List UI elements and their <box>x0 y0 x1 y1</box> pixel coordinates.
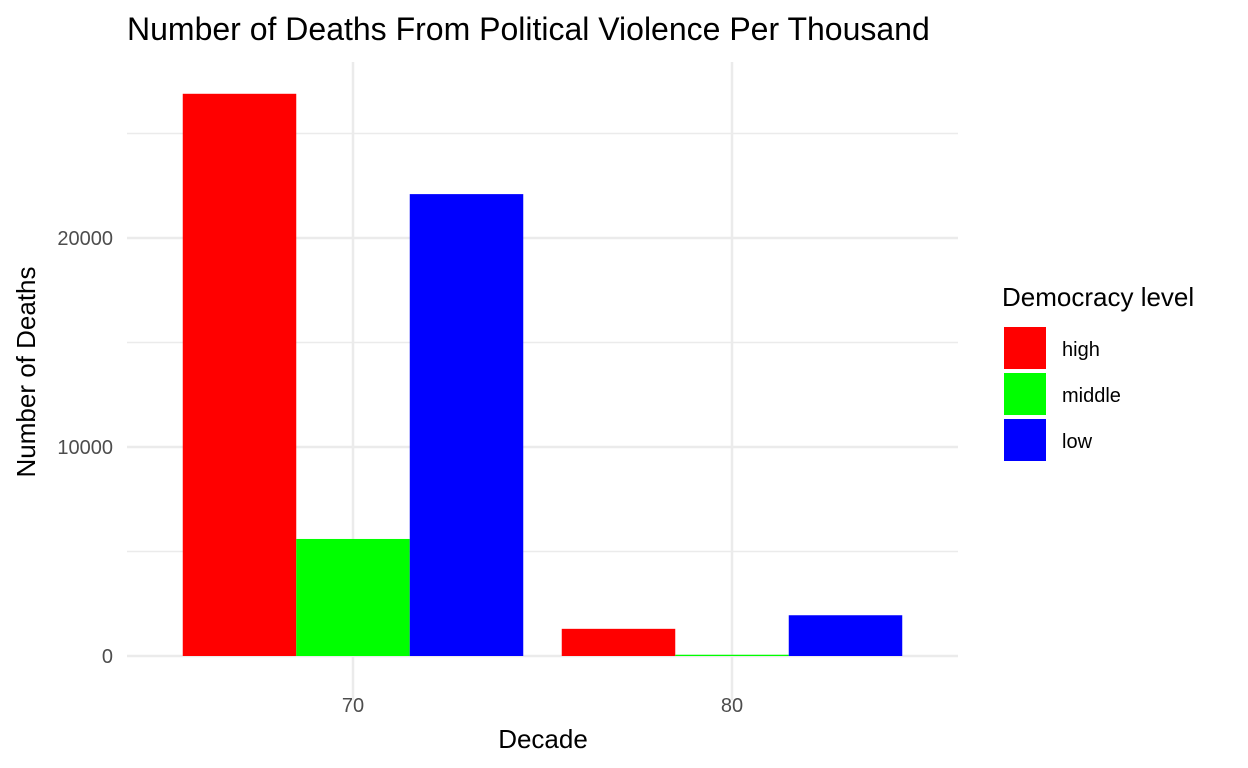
legend-swatch-high <box>1004 327 1046 369</box>
x-axis-ticks: 70 80 <box>342 695 743 717</box>
legend-swatch-low <box>1004 419 1046 461</box>
x-axis-title: Decade <box>498 724 588 754</box>
legend: Democracy level high middle low <box>1002 282 1194 461</box>
y-tick-label: 10000 <box>57 437 113 459</box>
y-axis-title: Number of Deaths <box>11 267 41 478</box>
legend-label-middle: middle <box>1062 385 1121 407</box>
bar-low-70 <box>409 194 524 657</box>
legend-title: Democracy level <box>1002 282 1194 312</box>
bars <box>182 93 903 657</box>
bar-middle-70 <box>296 538 410 656</box>
x-tick-label: 70 <box>342 695 364 717</box>
chart-title: Number of Deaths From Political Violence… <box>127 11 930 47</box>
x-tick-label: 80 <box>721 695 743 717</box>
legend-swatch-middle <box>1004 373 1046 415</box>
y-axis-ticks: 0 10000 20000 <box>57 228 113 668</box>
y-tick-label: 0 <box>102 646 113 668</box>
legend-label-high: high <box>1062 339 1100 361</box>
legend-label-low: low <box>1062 431 1093 453</box>
bar-low-80 <box>788 615 903 656</box>
y-tick-label: 20000 <box>57 228 113 250</box>
bar-high-80 <box>561 628 676 656</box>
bar-high-70 <box>182 93 297 657</box>
bar-middle-80 <box>675 654 789 656</box>
